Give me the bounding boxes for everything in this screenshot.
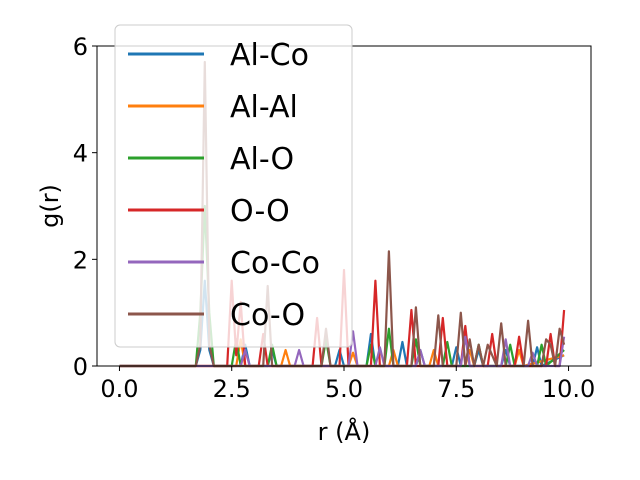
x-tick-label: 2.5 [213, 375, 251, 403]
x-axis-label: r (Å) [318, 417, 371, 446]
y-axis-label: g(r) [36, 184, 64, 228]
x-tick-label: 0.0 [100, 375, 138, 403]
y-tick-label: 4 [73, 140, 88, 168]
ticks-layer: 0.0 2.5 5.0 7.5 10.0 0 2 4 6 [73, 33, 596, 403]
legend-label-0: Al-Co [230, 38, 309, 73]
y-tick-label: 0 [73, 353, 88, 381]
legend-label-5: Co-O [230, 298, 305, 333]
legend-label-3: O-O [230, 194, 290, 229]
series-line-3 [119, 268, 566, 368]
legend-label-4: Co-Co [230, 246, 320, 281]
x-tick-label: 7.5 [437, 375, 475, 403]
legend: Al-Co Al-Al Al-O O-O Co-Co Co-O [114, 24, 353, 348]
legend-label-1: Al-Al [230, 90, 298, 125]
y-tick-label: 6 [73, 33, 88, 61]
legend-label-2: Al-O [230, 142, 294, 177]
x-tick-label: 5.0 [325, 375, 363, 403]
x-tick-label: 10.0 [542, 375, 595, 403]
y-tick-label: 2 [73, 246, 88, 274]
